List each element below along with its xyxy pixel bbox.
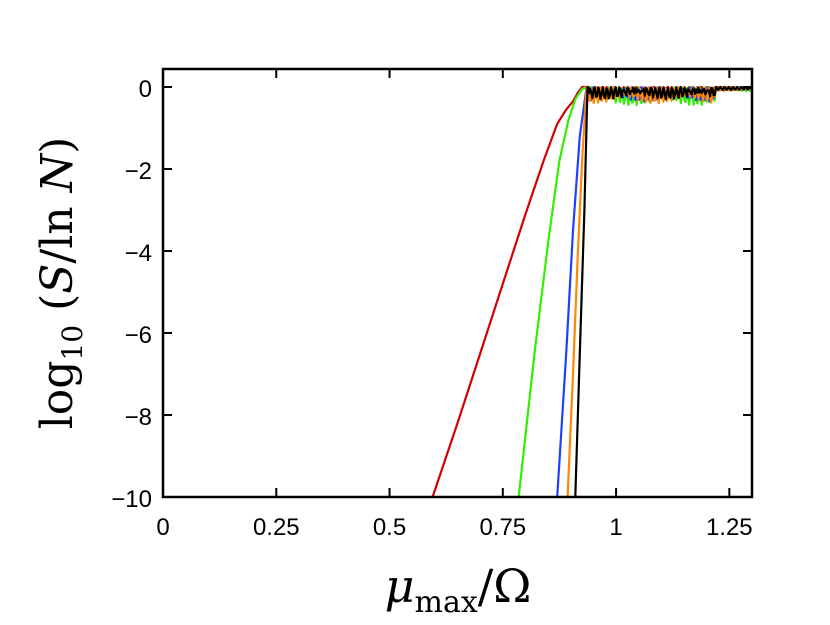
- y-tick-label-0: 0: [139, 76, 152, 103]
- x-tick-label-2: 0.5: [373, 514, 406, 541]
- y-tick-label-4: −8: [125, 404, 152, 431]
- series-line-1: [517, 85, 752, 497]
- x-tick-label-5: 1.25: [706, 514, 753, 541]
- y-tick-label-2: −4: [125, 240, 152, 267]
- tick-layer: [162, 69, 752, 498]
- x-tick-labels: 0 0.25 0.5 0.75 1 1.25: [156, 514, 752, 541]
- y-tick-labels: 0 −2 −4 −6 −8 −10: [111, 76, 152, 513]
- series-line-4: [574, 85, 752, 497]
- x-axis-label: μmax/Ω: [385, 559, 532, 620]
- x-tick-label-1: 0.25: [253, 514, 300, 541]
- y-tick-label-3: −6: [125, 322, 152, 349]
- series-layer: [431, 85, 752, 497]
- x-tick-label-4: 1: [609, 514, 622, 541]
- series-line-3: [566, 85, 752, 497]
- plot-frame: [161, 67, 754, 499]
- x-tick-label-0: 0: [156, 514, 169, 541]
- y-tick-label-5: −10: [111, 486, 152, 513]
- y-tick-label-1: −2: [125, 158, 152, 185]
- y-axis-label: log10 (S/ln N): [32, 137, 89, 430]
- x-tick-label-3: 0.75: [479, 514, 526, 541]
- series-line-0: [431, 85, 752, 497]
